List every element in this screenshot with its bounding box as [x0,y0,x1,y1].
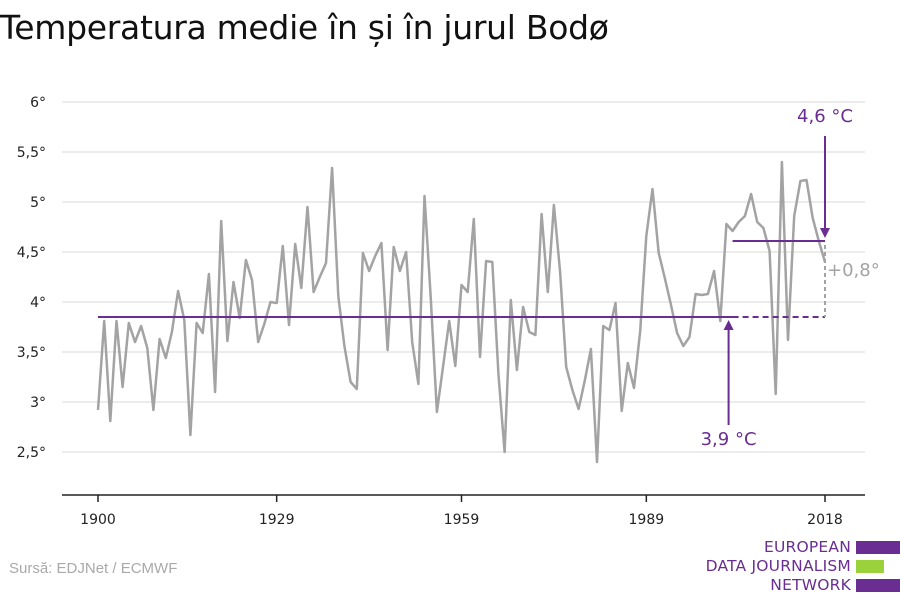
annotation-recent-value: 4,6 °C [797,106,853,127]
chart-title: Temperatura medie în și în jurul Bodø [0,8,609,47]
y-tick-label: 4,5° [17,245,46,261]
x-tick-label: 1989 [629,512,665,528]
y-tick-label: 5,5° [17,145,46,161]
temperature-series-line [96,160,827,464]
grid-lines [62,101,865,453]
reference-lines [98,240,826,318]
logo-line: DATA JOURNALISM [705,557,851,575]
logo-bar [856,579,900,592]
logo-line: NETWORK [770,576,851,594]
y-tick-label: 4° [30,295,46,311]
logo-bar [856,560,884,573]
logo-wordmark: EUROPEAN DATA JOURNALISM NETWORK [706,538,851,595]
logo-line: EUROPEAN [763,538,851,556]
y-tick-label: 3° [30,395,46,411]
y-tick-label: 6° [30,95,46,111]
x-axis-ticks: 1900 1929 1959 1989 2018 [80,495,843,528]
y-tick-label: 5° [30,195,46,211]
baseline-arrow-head [723,320,734,330]
annotation-difference: +0,8° [827,260,880,281]
source-note: Sursă: EDJNet / ECMWF [9,560,178,577]
x-tick-label: 2018 [807,512,843,528]
line-chart: 2,5° 3° 3,5° 4° 4,5° 5° 5,5° 6° 1900 1929 1959 198… [17,95,880,528]
edjnet-logo: EUROPEAN DATA JOURNALISM NETWORK [700,538,900,598]
x-tick-label: 1959 [444,512,480,528]
y-tick-label: 2,5° [17,445,46,461]
logo-bar [856,541,900,554]
y-axis-ticks: 2,5° 3° 3,5° 4° 4,5° 5° 5,5° 6° [17,95,46,461]
annotations [723,136,830,425]
annotation-baseline-value: 3,9 °C [701,429,757,450]
recent-arrow-head [820,228,830,238]
y-tick-label: 3,5° [17,345,46,361]
x-tick-label: 1900 [80,512,116,528]
x-tick-label: 1929 [259,512,295,528]
